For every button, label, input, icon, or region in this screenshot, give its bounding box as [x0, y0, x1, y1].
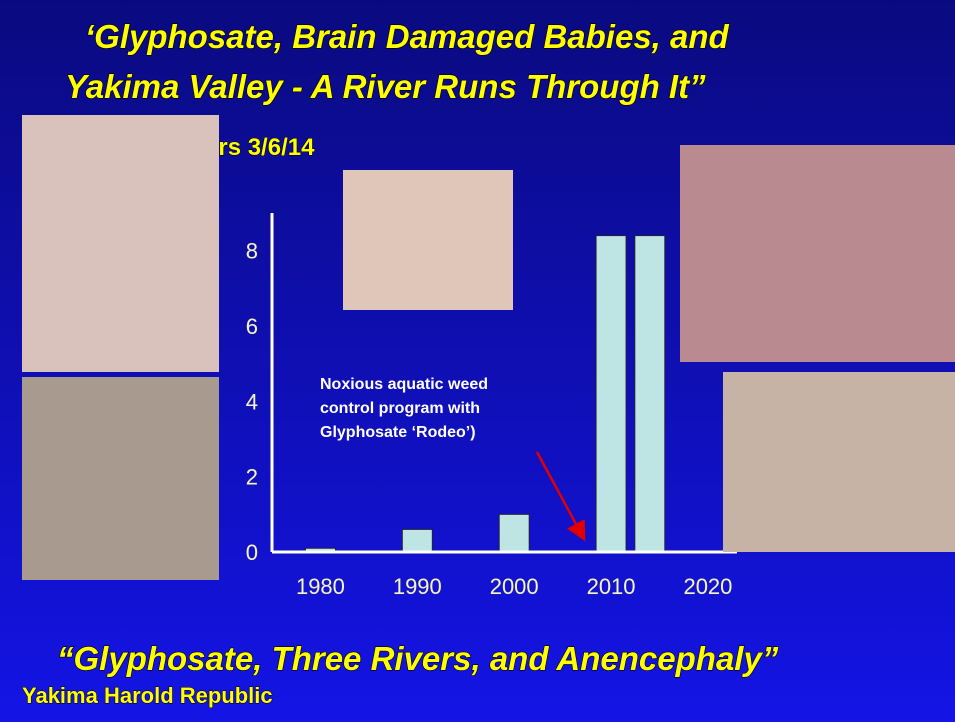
source: Yakima Harold Republic — [22, 683, 273, 708]
y-tick-label: 8 — [246, 239, 258, 264]
photo — [22, 115, 219, 372]
y-tick-label: 4 — [246, 389, 258, 414]
x-tick-label: 2020 — [683, 574, 732, 599]
bar — [596, 236, 626, 552]
x-tick-label: 2000 — [490, 574, 539, 599]
y-tick-label: 6 — [246, 314, 258, 339]
slide: ‘Glyphosate, Brain Damaged Babies, and Y… — [0, 0, 955, 722]
bar — [402, 529, 432, 552]
y-tick-label: 2 — [246, 465, 258, 490]
photo — [22, 377, 219, 580]
x-tick-label: 2010 — [587, 574, 636, 599]
x-tick-label: 1990 — [393, 574, 442, 599]
annotation: control program with — [320, 400, 480, 417]
title-line: Yakima Valley - A River Runs Through It” — [65, 68, 706, 105]
annotation: Glyphosate ‘Rodeo’) — [320, 424, 476, 441]
photo — [343, 170, 513, 310]
date-text: ars 3/6/14 — [205, 134, 315, 161]
y-tick-label: 0 — [246, 540, 258, 565]
title-line: ‘Glyphosate, Brain Damaged Babies, and — [85, 18, 730, 55]
bar — [635, 236, 665, 552]
annotation: Noxious aquatic weed — [320, 376, 488, 393]
bar — [499, 514, 529, 552]
x-tick-label: 1980 — [296, 574, 345, 599]
bottom-title: “Glyphosate, Three Rivers, and Anencepha… — [57, 640, 779, 677]
photo — [680, 145, 955, 362]
photo — [723, 372, 955, 552]
